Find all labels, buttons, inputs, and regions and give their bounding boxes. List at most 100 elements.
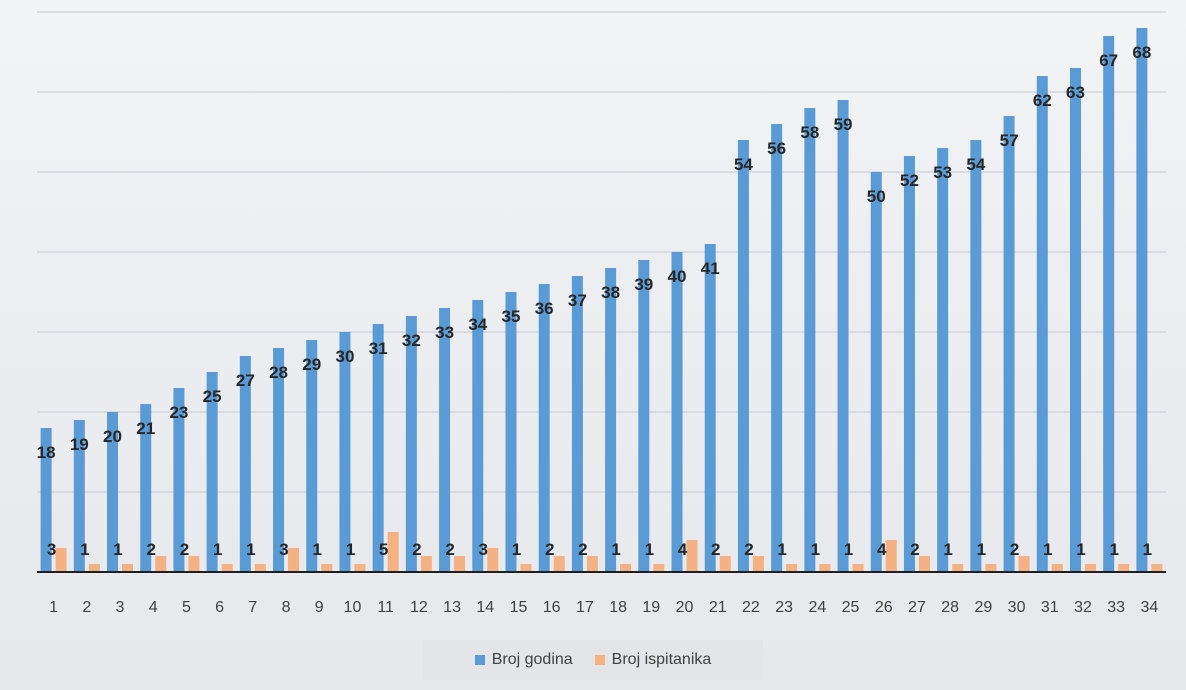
x-tick-label: 4 — [149, 599, 158, 616]
bar-broj-ispitanika — [122, 564, 134, 572]
gridlines — [37, 11, 1166, 493]
bar-broj-ispitanika — [188, 556, 200, 572]
data-label-broj-ispitanika: 1 — [844, 540, 853, 559]
bar-broj-godina — [1003, 116, 1015, 572]
bar-broj-godina — [605, 268, 617, 572]
bar-broj-godina — [1069, 68, 1081, 572]
bar-broj-godina — [638, 260, 650, 572]
x-tick-label: 32 — [1074, 599, 1092, 616]
data-label-broj-godina: 30 — [335, 347, 354, 366]
bar-broj-godina — [439, 308, 451, 572]
bar-broj-ispitanika — [786, 564, 798, 572]
legend-swatch-blue — [474, 655, 485, 665]
data-label-broj-godina: 39 — [634, 275, 653, 294]
x-tick-label: 28 — [941, 599, 959, 616]
data-label-broj-godina: 56 — [767, 139, 786, 158]
x-tick-label: 26 — [875, 599, 893, 616]
data-label-broj-godina: 27 — [236, 371, 255, 390]
bars — [40, 28, 1163, 572]
data-label-broj-ispitanika: 1 — [811, 540, 820, 559]
x-tick-label: 25 — [842, 599, 860, 616]
bar-broj-godina — [306, 340, 318, 572]
bar-broj-ispitanika — [885, 540, 897, 572]
data-label-broj-ispitanika: 1 — [213, 540, 222, 559]
data-label-broj-godina: 41 — [701, 259, 720, 278]
x-tick-label: 5 — [182, 599, 191, 616]
data-label-broj-ispitanika: 2 — [910, 540, 919, 559]
data-label-broj-ispitanika: 4 — [877, 540, 887, 559]
data-label-broj-godina: 21 — [136, 419, 155, 438]
data-label-broj-godina: 31 — [369, 339, 388, 358]
bar-broj-ispitanika — [288, 548, 300, 572]
data-label-broj-godina: 40 — [668, 267, 687, 286]
data-label-broj-godina: 20 — [103, 427, 122, 446]
bar-broj-ispitanika — [520, 564, 532, 572]
bar-broj-godina — [1103, 36, 1115, 572]
data-label-broj-ispitanika: 1 — [346, 540, 355, 559]
bar-broj-godina — [903, 156, 915, 572]
bar-broj-godina — [804, 108, 816, 572]
data-label-broj-godina: 62 — [1033, 91, 1052, 110]
x-tick-label: 12 — [410, 599, 428, 616]
data-label-broj-godina: 68 — [1132, 43, 1151, 62]
bar-broj-godina — [273, 348, 285, 572]
data-label-broj-godina: 63 — [1066, 83, 1085, 102]
bar-broj-ispitanika — [952, 564, 964, 572]
data-label-broj-ispitanika: 3 — [479, 540, 488, 559]
x-tick-label: 27 — [908, 599, 926, 616]
data-label-broj-ispitanika: 1 — [777, 540, 786, 559]
bar-broj-ispitanika — [387, 532, 399, 572]
bar-broj-godina — [206, 372, 218, 572]
data-label-broj-ispitanika: 2 — [412, 540, 421, 559]
x-tick-label: 19 — [642, 599, 660, 616]
data-label-broj-godina: 29 — [302, 355, 321, 374]
bar-broj-ispitanika — [1151, 564, 1163, 572]
data-label-broj-ispitanika: 3 — [47, 540, 56, 559]
x-tick-label: 34 — [1140, 599, 1158, 616]
bar-broj-godina — [1136, 28, 1148, 572]
bar-broj-godina — [505, 292, 517, 572]
legend-item-broj-ispitanika: Broj ispitanika — [594, 651, 711, 669]
data-label-broj-ispitanika: 2 — [711, 540, 720, 559]
bar-broj-godina — [140, 404, 152, 572]
data-labels: 1831912012122322512712832913013153223323… — [37, 43, 1152, 559]
bar-broj-ispitanika — [1084, 564, 1096, 572]
bar-broj-godina — [671, 252, 683, 572]
data-label-broj-godina: 35 — [502, 307, 521, 326]
data-label-broj-godina: 54 — [734, 155, 753, 174]
data-label-broj-godina: 52 — [900, 171, 919, 190]
data-label-broj-godina: 53 — [933, 163, 952, 182]
x-tick-label: 14 — [476, 599, 494, 616]
bar-broj-ispitanika — [254, 564, 266, 572]
data-label-broj-ispitanika: 2 — [744, 540, 753, 559]
data-label-broj-godina: 23 — [169, 403, 188, 422]
bar-broj-ispitanika — [620, 564, 632, 572]
data-label-broj-godina: 67 — [1099, 51, 1118, 70]
data-label-broj-godina: 54 — [966, 155, 985, 174]
bar-broj-ispitanika — [55, 548, 67, 572]
x-tick-label: 9 — [315, 599, 324, 616]
bar-broj-godina — [405, 316, 417, 572]
data-label-broj-godina: 57 — [1000, 131, 1019, 150]
data-label-broj-godina: 59 — [834, 115, 853, 134]
x-tick-label: 21 — [709, 599, 727, 616]
x-tick-label: 3 — [116, 599, 125, 616]
data-label-broj-ispitanika: 5 — [379, 540, 388, 559]
bar-broj-godina — [937, 148, 949, 572]
bar-broj-godina — [571, 276, 583, 572]
bar-broj-godina — [73, 420, 85, 572]
data-label-broj-godina: 58 — [800, 123, 819, 142]
data-label-broj-ispitanika: 1 — [1043, 540, 1052, 559]
data-label-broj-godina: 32 — [402, 331, 421, 350]
bar-broj-ispitanika — [852, 564, 864, 572]
x-tick-label: 1 — [49, 599, 58, 616]
bar-broj-ispitanika — [586, 556, 598, 572]
data-label-broj-ispitanika: 1 — [1109, 540, 1118, 559]
bar-broj-ispitanika — [420, 556, 432, 572]
data-label-broj-ispitanika: 2 — [180, 540, 189, 559]
data-label-broj-godina: 28 — [269, 363, 288, 382]
bar-broj-ispitanika — [653, 564, 665, 572]
legend-label-broj-godina: Broj godina — [491, 651, 573, 668]
legend: Broj godina Broj ispitanika — [423, 640, 763, 680]
data-label-broj-ispitanika: 1 — [977, 540, 986, 559]
